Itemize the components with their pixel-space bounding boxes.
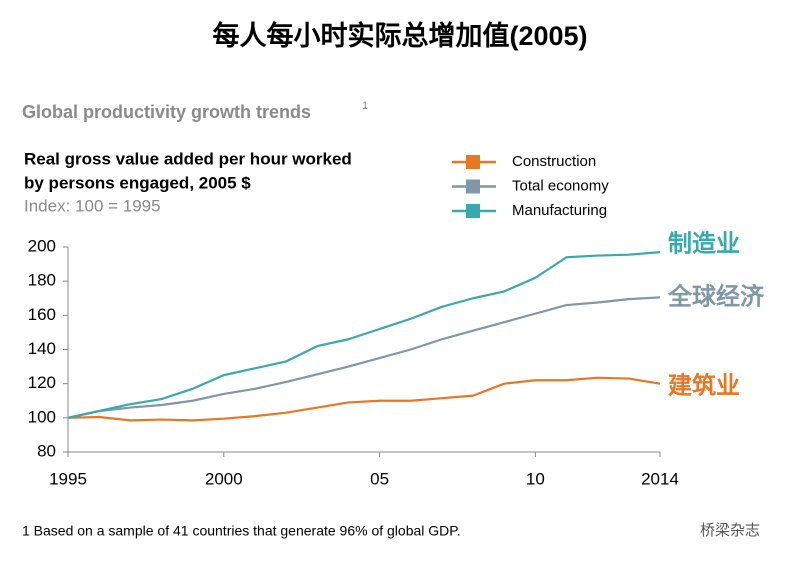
- legend-label: Manufacturing: [512, 202, 607, 219]
- legend-label: Total economy: [512, 177, 609, 194]
- y-tick-label: 100: [28, 407, 56, 426]
- series-line: [67, 376, 661, 422]
- watermark: 桥梁杂志: [700, 522, 760, 539]
- legend-label: Construction: [512, 153, 596, 170]
- y-tick-label: 120: [28, 373, 56, 392]
- chart-title: by persons engaged, 2005 $: [24, 173, 251, 192]
- y-tick-label: 160: [28, 305, 56, 324]
- subtitle-note: 1: [362, 100, 368, 112]
- x-tick-label: 10: [526, 469, 545, 488]
- footnote: 1 Based on a sample of 41 countries that…: [22, 523, 461, 539]
- series-line: [67, 251, 661, 419]
- y-tick-label: 140: [28, 339, 56, 358]
- annotation: 制造业: [668, 230, 740, 257]
- legend-marker: [466, 179, 480, 194]
- x-tick-label: 1995: [49, 469, 87, 488]
- subtitle: Global productivity growth trends: [22, 102, 311, 122]
- y-tick-label: 200: [28, 236, 56, 255]
- y-tick-label: 180: [28, 271, 56, 290]
- index-note: Index: 100 = 1995: [24, 196, 161, 215]
- x-tick-label: 2014: [641, 469, 679, 488]
- chart-title: Real gross value added per hour worked: [24, 149, 352, 168]
- series-line: [67, 296, 661, 419]
- annotation: 建筑业: [668, 371, 740, 399]
- legend-marker: [466, 155, 480, 169]
- x-tick-label: 2000: [205, 469, 243, 488]
- x-tick-label: 05: [370, 469, 389, 488]
- header: 每人每小时实际总增加值(2005): [212, 20, 587, 51]
- y-tick-label: 80: [37, 441, 56, 460]
- annotation: 全球经济: [667, 282, 765, 310]
- legend-marker: [466, 204, 480, 218]
